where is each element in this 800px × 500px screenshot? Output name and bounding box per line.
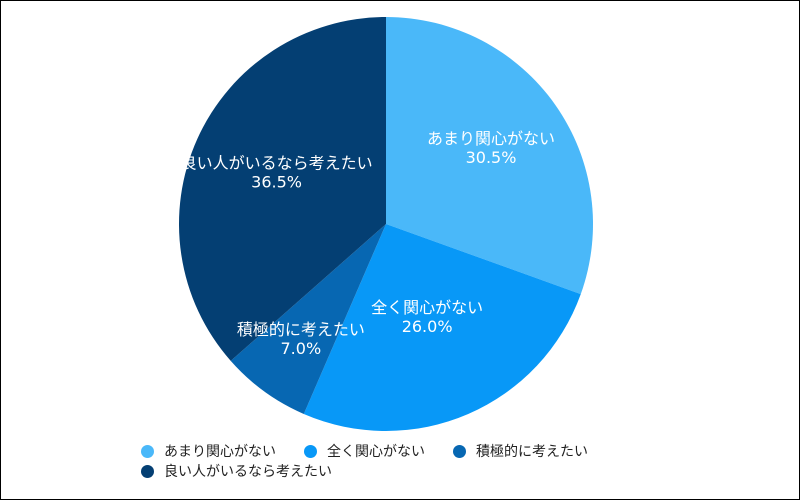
slice-value-label: 30.5% xyxy=(466,148,517,167)
legend-marker-icon xyxy=(304,444,317,458)
legend-item: 全く関心がない xyxy=(304,441,425,461)
legend-label: あまり関心がない xyxy=(164,444,276,460)
legend-marker-icon xyxy=(141,464,154,478)
legend-marker-icon xyxy=(141,444,154,458)
legend-marker-icon xyxy=(453,444,466,458)
legend-item: あまり関心がない xyxy=(141,441,276,461)
legend-label: 良い人がいるなら考えたい xyxy=(164,464,332,480)
pie-slice xyxy=(230,224,386,414)
slice-category-label: 全く関心がない xyxy=(371,298,483,317)
slice-value-label: 7.0% xyxy=(281,339,322,358)
slice-category-label: あまり関心がない xyxy=(427,129,555,148)
legend: あまり関心がない 全く関心がない 積極的に考えたい 良い人がいるなら考えたい xyxy=(141,441,701,481)
legend-label: 積極的に考えたい xyxy=(476,444,588,460)
legend-row-2: 良い人がいるなら考えたい xyxy=(141,461,701,481)
slice-value-label: 26.0% xyxy=(402,317,453,336)
slice-category-label: 良い人がいるなら考えたい xyxy=(181,154,373,173)
slice-category-label: 積極的に考えたい xyxy=(237,320,365,339)
slice-value-label: 36.5% xyxy=(251,173,302,192)
pie-slice xyxy=(386,17,593,295)
pie-slices xyxy=(179,17,593,431)
legend-item: 積極的に考えたい xyxy=(453,441,588,461)
pie-slice xyxy=(303,224,581,431)
legend-row-1: あまり関心がない 全く関心がない 積極的に考えたい xyxy=(141,441,701,461)
legend-item: 良い人がいるなら考えたい xyxy=(141,461,332,481)
legend-label: 全く関心がない xyxy=(327,444,425,460)
pie-slice xyxy=(179,17,386,361)
